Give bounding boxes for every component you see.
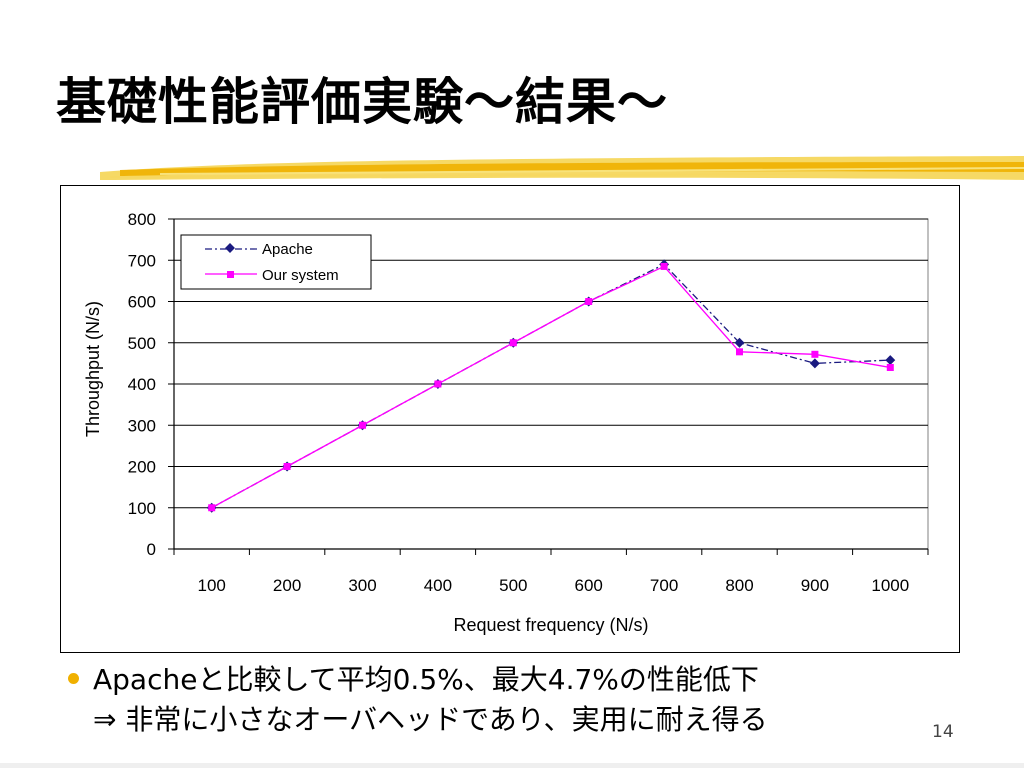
x-tick-label: 100 <box>198 576 226 595</box>
slide-title: 基礎性能評価実験～結果～ <box>56 73 668 131</box>
series-line <box>211 265 891 509</box>
legend-apache-label: Apache <box>262 241 313 258</box>
x-tick-label: 800 <box>725 576 753 595</box>
series-layer <box>206 259 896 513</box>
bullet-text-2: ⇒ 非常に小さなオーバヘッドであり、実用に耐え得る <box>93 703 768 736</box>
series-our-system <box>208 262 894 512</box>
legend: Apache Our system <box>180 234 372 290</box>
y-tick-label: 0 <box>147 540 156 559</box>
title-underline-brush <box>100 156 1024 180</box>
data-point <box>660 262 668 270</box>
axis-layer: 0 100 200 300 400 500 600 700 800 100 200 300 400 500… <box>128 210 929 595</box>
data-point <box>509 339 517 347</box>
y-tick-label: 400 <box>128 375 156 394</box>
y-axis-label: Throughput (N/s) <box>83 301 103 437</box>
bullet-text-1: Apacheと比較して平均0.5%、最大4.7%の性能低下 <box>93 663 759 696</box>
x-tick-label: 600 <box>575 576 603 595</box>
data-point <box>434 380 442 388</box>
throughput-chart: 0 100 200 300 400 500 600 700 800 100 200 300 400 500… <box>83 210 929 635</box>
x-tick-label: 400 <box>424 576 452 595</box>
bullet-item-2: ⇒ 非常に小さなオーバヘッドであり、実用に耐え得る <box>62 700 942 740</box>
x-tick-label: 1000 <box>871 576 909 595</box>
data-point <box>283 463 291 470</box>
y-tick-label: 700 <box>128 251 156 270</box>
series-apache <box>206 259 896 513</box>
data-point <box>734 337 745 348</box>
x-tick-label: 500 <box>499 576 527 595</box>
data-point <box>585 298 593 305</box>
legend-our-system-label: Our system <box>262 267 339 284</box>
data-point <box>359 421 366 429</box>
y-tick-label: 500 <box>128 334 156 353</box>
y-tick-label: 100 <box>128 499 156 518</box>
x-tick-label: 200 <box>273 576 301 595</box>
y-tick-label: 200 <box>128 458 156 477</box>
series-line <box>211 263 891 509</box>
bullet-dot-icon <box>68 672 79 684</box>
chart-frame: 0 100 200 300 400 500 600 700 800 100 200 300 400 500… <box>60 185 960 653</box>
bullet-item-1: Apacheと比較して平均0.5%、最大4.7%の性能低下 <box>62 660 942 700</box>
bottom-band <box>0 763 1024 768</box>
x-tick-label: 700 <box>650 576 678 595</box>
data-point <box>811 350 819 358</box>
legend-our-system-marker <box>227 271 234 278</box>
y-tick-label: 300 <box>128 416 156 435</box>
legend-apache-marker <box>225 243 235 253</box>
data-point <box>886 364 894 371</box>
data-point <box>736 348 743 356</box>
data-point <box>208 504 216 512</box>
y-tick-label: 600 <box>128 293 156 312</box>
data-point <box>809 358 820 369</box>
x-axis-label: Request frequency (N/s) <box>453 615 648 635</box>
x-tick-label: 300 <box>348 576 376 595</box>
y-tick-label: 800 <box>128 210 156 229</box>
bullet-list: Apacheと比較して平均0.5%、最大4.7%の性能低下 ⇒ 非常に小さなオー… <box>62 660 942 740</box>
x-tick-label: 900 <box>801 576 829 595</box>
data-point <box>885 355 896 366</box>
page-number: 14 <box>932 722 954 742</box>
